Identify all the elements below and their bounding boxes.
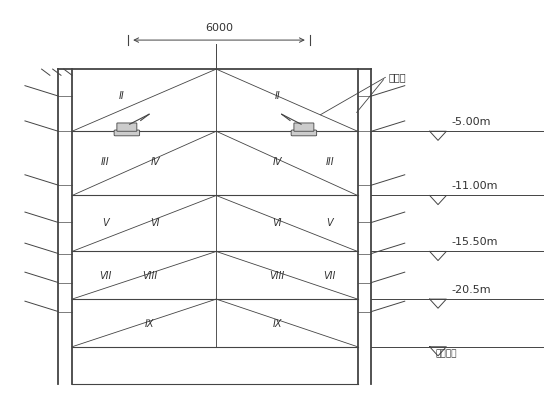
Text: IV: IV: [151, 158, 160, 167]
Text: 6000: 6000: [205, 23, 233, 33]
Text: VIII: VIII: [269, 271, 285, 281]
Text: II: II: [274, 91, 280, 101]
Text: VII: VII: [99, 271, 111, 281]
Text: -5.00m: -5.00m: [452, 117, 491, 127]
Text: -20.5m: -20.5m: [452, 285, 492, 295]
Text: II: II: [119, 91, 125, 101]
Text: V: V: [326, 218, 333, 228]
Text: VI: VI: [273, 218, 282, 228]
Text: III: III: [101, 158, 110, 167]
Text: III: III: [325, 158, 334, 167]
Text: V: V: [102, 218, 109, 228]
Text: -15.50m: -15.50m: [452, 237, 498, 247]
Text: IX: IX: [273, 319, 282, 329]
Text: IX: IX: [145, 319, 155, 329]
FancyBboxPatch shape: [291, 130, 316, 136]
Text: -11.00m: -11.00m: [452, 181, 498, 192]
Text: 基底标高: 基底标高: [435, 349, 457, 358]
FancyBboxPatch shape: [114, 130, 139, 136]
Text: VII: VII: [324, 271, 336, 281]
Text: IV: IV: [273, 158, 282, 167]
FancyBboxPatch shape: [294, 123, 314, 131]
Text: VI: VI: [151, 218, 160, 228]
FancyBboxPatch shape: [117, 123, 137, 131]
Text: VIII: VIII: [142, 271, 157, 281]
Text: 锦杆机: 锦杆机: [388, 72, 406, 82]
